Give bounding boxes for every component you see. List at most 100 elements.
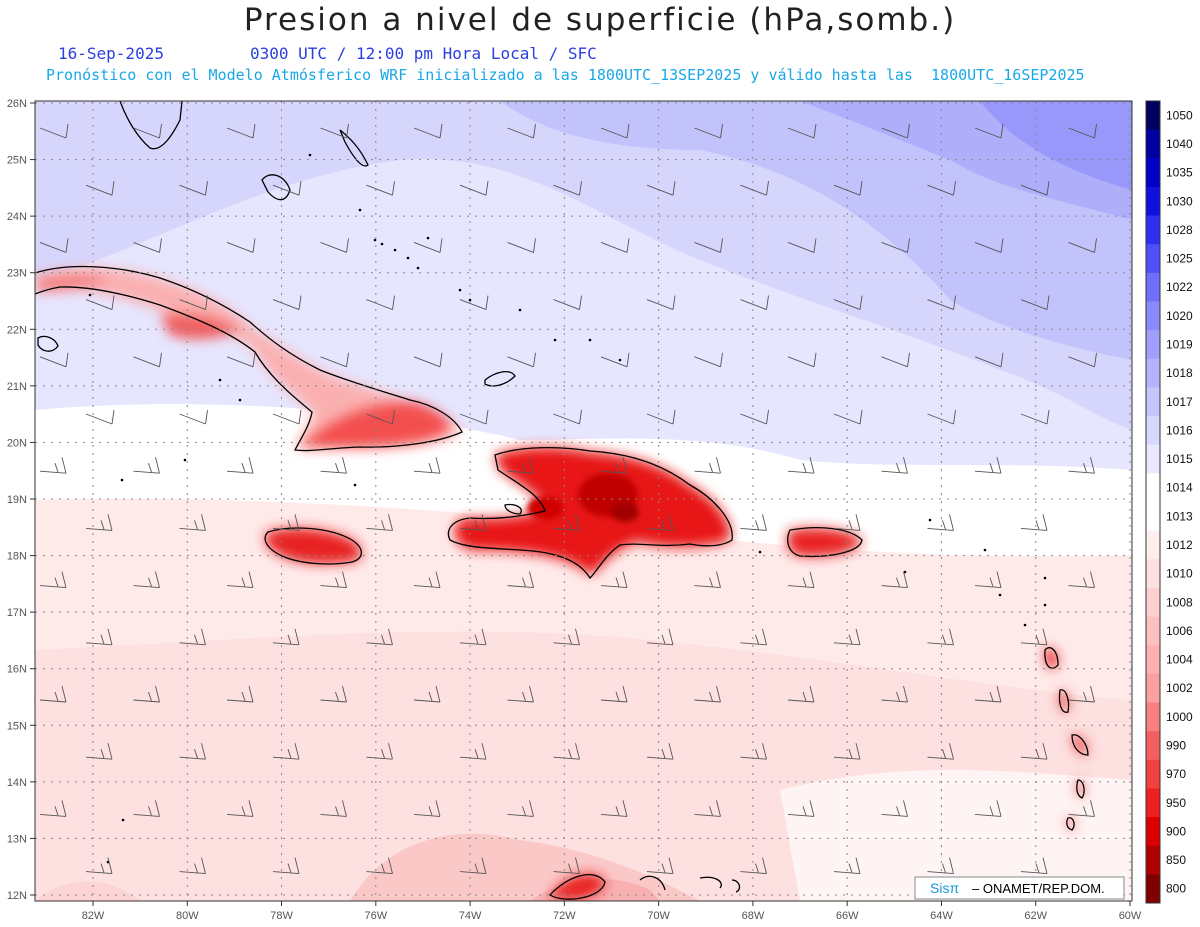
colorbar-segment <box>1146 301 1160 331</box>
lat-label: 21N <box>7 381 27 393</box>
lon-label: 66W <box>836 910 859 922</box>
map-frame <box>34 100 1133 902</box>
colorbar-label: 1028 <box>1166 223 1193 237</box>
colorbar-segment <box>1146 788 1160 818</box>
lat-label: 23N <box>7 268 27 280</box>
colorbar-label: 1022 <box>1166 280 1193 294</box>
lon-label: 72W <box>553 910 576 922</box>
colorbar-segment <box>1146 416 1160 446</box>
lon-label: 82W <box>82 910 105 922</box>
colorbar-label: 990 <box>1166 738 1186 752</box>
small-islands <box>88 153 1047 864</box>
lon-label: 76W <box>365 910 388 922</box>
colorbar-segment <box>1146 616 1160 646</box>
colorbar-segment <box>1146 473 1160 503</box>
colorbar-label: 1030 <box>1166 194 1193 208</box>
wind-barbs <box>39 123 1097 875</box>
colorbar-segment <box>1146 358 1160 388</box>
colorbar-segment <box>1146 330 1160 360</box>
colorbar-segment <box>1146 845 1160 875</box>
colorbar-segment <box>1146 186 1160 217</box>
lat-label: 13N <box>7 833 27 845</box>
colorbar-label: 900 <box>1166 824 1186 838</box>
lat-label: 15N <box>7 720 27 732</box>
lon-label: 78W <box>270 910 293 922</box>
forecast-date: 16-Sep-2025 <box>58 44 164 63</box>
coastlines <box>35 101 1089 900</box>
colorbar-segment <box>1146 759 1160 789</box>
colorbar-label: 1017 <box>1166 395 1193 409</box>
colorbar-label: 1004 <box>1166 653 1193 667</box>
graticule <box>35 101 1132 901</box>
pressure-shading <box>35 101 1132 901</box>
colorbar-label: 1006 <box>1166 624 1193 638</box>
longitude-labels: 82W 80W 78W 76W 74W 72W 70W 68W 66W 64W 62W 60W <box>82 901 1142 922</box>
colorbar-label: 1035 <box>1166 166 1193 180</box>
colorbar-label: 1018 <box>1166 366 1193 380</box>
model-info: Pronóstico con el Modelo Atmósferico WRF… <box>46 66 1085 84</box>
watermark-brand: Sisπ <box>930 880 959 896</box>
colorbar-segment <box>1146 158 1160 188</box>
colorbar-label: 1050 <box>1166 108 1193 122</box>
colorbar-label: 1040 <box>1166 137 1193 151</box>
colorbar-label: 1000 <box>1166 710 1193 724</box>
lon-label: 68W <box>742 910 765 922</box>
lat-label: 26N <box>7 98 27 110</box>
colorbar-segment <box>1146 444 1160 474</box>
colorbar-label: 1014 <box>1166 481 1193 495</box>
colorbar-segment <box>1146 587 1160 618</box>
lon-label: 74W <box>459 910 482 922</box>
lat-label: 19N <box>7 494 27 506</box>
colorbar-segment <box>1146 215 1160 245</box>
lat-label: 14N <box>7 777 27 789</box>
colorbar-segment <box>1146 502 1160 532</box>
lat-label: 18N <box>7 551 27 563</box>
colorbar-label: 1016 <box>1166 423 1193 437</box>
lon-label: 60W <box>1119 910 1142 922</box>
colorbar-label: 1015 <box>1166 452 1193 466</box>
lon-label: 80W <box>176 910 199 922</box>
colorbar-segment <box>1146 702 1160 732</box>
watermark-box: Sisπ – ONAMET/REP.DOM. <box>914 876 1125 900</box>
colorbar-segment <box>1146 817 1160 847</box>
colorbar-label: 1020 <box>1166 309 1193 323</box>
colorbar-label: 1013 <box>1166 509 1193 523</box>
colorbar: 1050 1040 1035 1030 1028 1025 1022 1020 1019 1018… <box>1145 100 1193 904</box>
colorbar-segment <box>1146 244 1160 274</box>
colorbar-label: 850 <box>1166 853 1186 867</box>
lat-label: 20N <box>7 437 27 449</box>
lat-label: 16N <box>7 664 27 676</box>
lat-label: 24N <box>7 211 27 223</box>
colorbar-label: 1012 <box>1166 538 1193 552</box>
colorbar-segment <box>1146 387 1160 417</box>
colorbar-label: 1025 <box>1166 252 1193 266</box>
colorbar-segment <box>1146 101 1160 131</box>
lon-label: 62W <box>1024 910 1047 922</box>
forecast-time-info: 0300 UTC / 12:00 pm Hora Local / SFC <box>250 44 597 63</box>
colorbar-segment <box>1146 559 1160 589</box>
colorbar-label: 1019 <box>1166 337 1193 351</box>
land-low-pressure <box>35 267 1088 901</box>
colorbar-segment <box>1146 129 1160 159</box>
colorbar-segment <box>1146 530 1160 560</box>
colorbar-segment <box>1146 673 1160 703</box>
lat-label: 17N <box>7 607 27 619</box>
lon-label: 64W <box>930 910 953 922</box>
colorbar-label: 1010 <box>1166 567 1193 581</box>
colorbar-label: 950 <box>1166 796 1186 810</box>
lat-label: 12N <box>7 890 27 902</box>
lon-label: 70W <box>647 910 670 922</box>
colorbar-segment <box>1146 874 1160 904</box>
colorbar-segment <box>1146 272 1160 302</box>
map-title: Presion a nivel de superficie (hPa,somb.… <box>243 2 957 38</box>
watermark-org: – ONAMET/REP.DOM. <box>972 881 1105 896</box>
colorbar-segment <box>1146 731 1160 761</box>
colorbar-label: 1002 <box>1166 681 1193 695</box>
colorbar-label: 1008 <box>1166 595 1193 609</box>
colorbar-label: 800 <box>1166 882 1186 896</box>
lat-label: 22N <box>7 324 27 336</box>
colorbar-label: 970 <box>1166 767 1186 781</box>
latitude-labels: 26N 25N 24N 23N 22N 21N 20N 19N 18N 17N 16N 15N 14N 1… <box>7 98 35 902</box>
colorbar-segment <box>1146 645 1160 675</box>
